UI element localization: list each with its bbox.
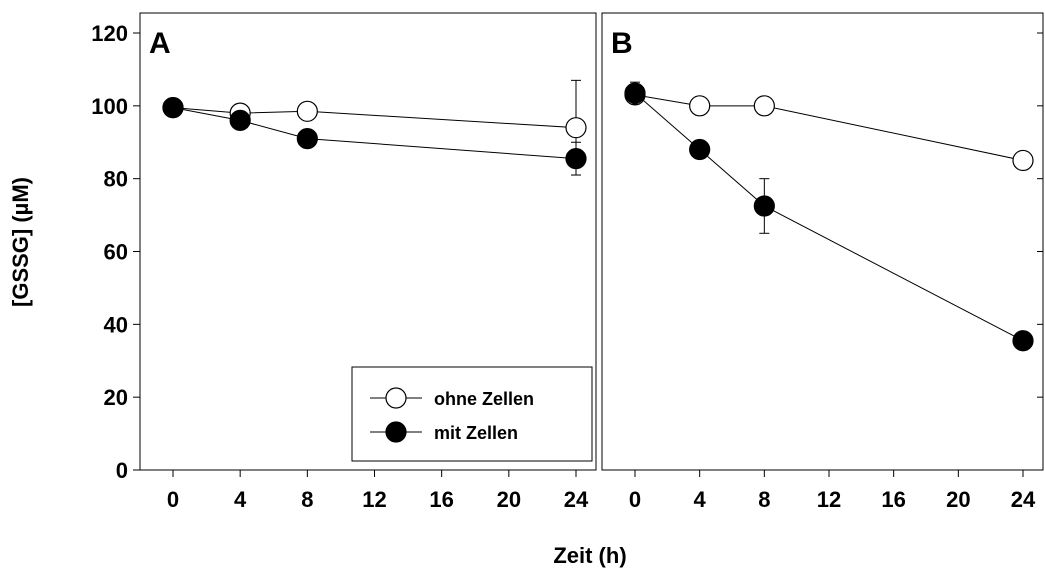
legend-marker-ohne xyxy=(385,387,407,409)
x-axis-title: Zeit (h) xyxy=(553,543,626,568)
data-point-mit xyxy=(296,128,318,150)
data-point-mit xyxy=(624,82,646,104)
data-point-ohne xyxy=(689,95,711,117)
legend-marker-mit xyxy=(385,421,407,443)
data-point-mit xyxy=(229,109,251,132)
y-axis-title: [GSSG] (µM) xyxy=(8,177,33,307)
series-line-mit xyxy=(172,107,577,160)
data-point-mit xyxy=(565,148,587,170)
legend: ohne Zellen mit Zellen xyxy=(351,366,593,462)
x-tick-label: 16 xyxy=(881,487,905,512)
x-tick-label: 8 xyxy=(301,487,313,512)
x-tick-label: 20 xyxy=(497,487,521,512)
panel-frame xyxy=(601,12,1044,471)
panel-label-b: B xyxy=(611,27,633,60)
data-point-ohne xyxy=(296,100,318,122)
x-tick-label: 12 xyxy=(362,487,386,512)
data-point-mit xyxy=(753,195,775,217)
x-tick-label: 4 xyxy=(694,487,707,512)
panel-frame xyxy=(139,12,597,471)
x-tick-label: 24 xyxy=(1011,487,1036,512)
legend-label-mit: mit Zellen xyxy=(434,423,518,443)
y-tick-label: 120 xyxy=(91,21,128,46)
panel-label-a: A xyxy=(149,27,171,60)
x-tick-label: 4 xyxy=(234,487,247,512)
x-tick-label: 0 xyxy=(167,487,179,512)
y-tick-label: 60 xyxy=(104,240,128,265)
data-point-mit xyxy=(1012,330,1034,352)
y-tick-label: 20 xyxy=(104,385,128,410)
panels-layer: 0 4 8 12 16 20 24 0 20 40 60 80 100 120 A 0 4 8 12 16 20 24 B xyxy=(91,12,1044,512)
y-tick-label: 40 xyxy=(104,312,128,337)
data-point-ohne xyxy=(565,117,587,139)
panel-b: 0 4 8 12 16 20 24 B xyxy=(601,12,1044,512)
data-point-ohne xyxy=(1012,149,1034,172)
x-tick-label: 0 xyxy=(629,487,641,512)
series-line-ohne xyxy=(634,94,1024,161)
x-tick-label: 16 xyxy=(429,487,453,512)
panel-a: 0 4 8 12 16 20 24 0 20 40 60 80 100 120 A xyxy=(91,12,597,512)
data-point-ohne xyxy=(753,95,775,117)
legend-label-ohne: ohne Zellen xyxy=(434,389,534,409)
series-line-ohne xyxy=(172,107,577,129)
y-tick-label: 100 xyxy=(91,94,128,119)
x-tick-label: 24 xyxy=(564,487,589,512)
y-tick-label: 80 xyxy=(104,167,128,192)
x-tick-label: 8 xyxy=(758,487,770,512)
data-point-mit xyxy=(689,138,711,161)
data-point-mit xyxy=(162,97,184,119)
x-tick-label: 12 xyxy=(817,487,841,512)
series-line-mit xyxy=(634,92,1024,342)
x-tick-label: 20 xyxy=(946,487,970,512)
legend-box xyxy=(351,366,593,462)
y-tick-label: 0 xyxy=(116,458,128,483)
